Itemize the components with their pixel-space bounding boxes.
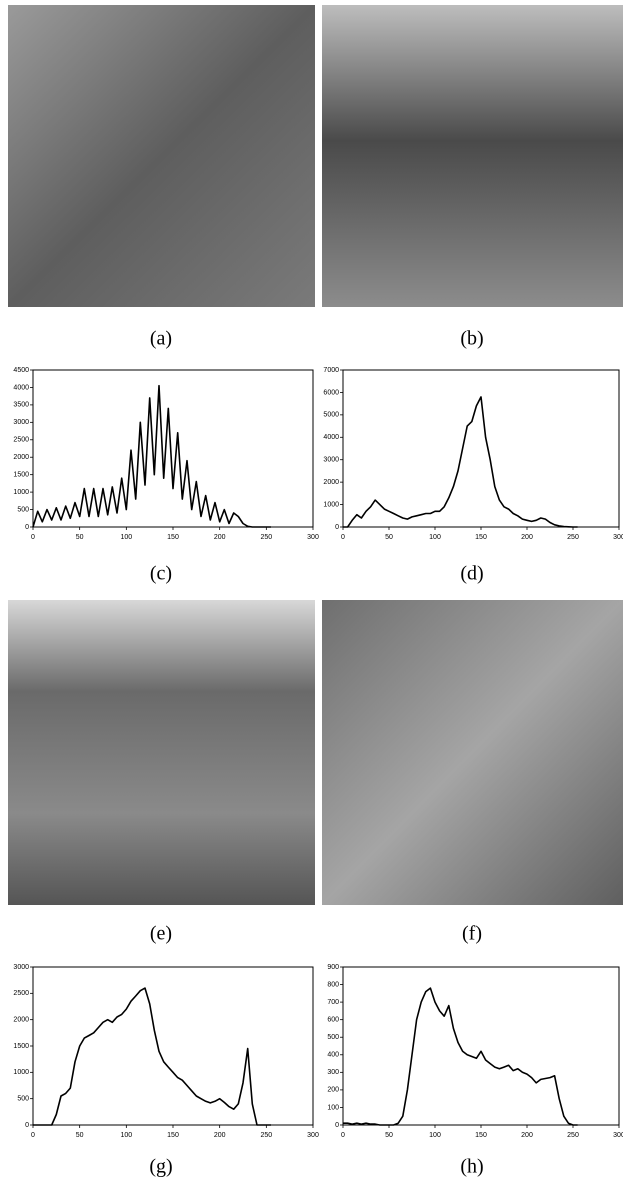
y-tick-label: 1000: [13, 1069, 29, 1076]
x-tick-label: 0: [341, 1132, 345, 1139]
x-tick-label: 150: [167, 534, 179, 541]
caption: (c): [150, 563, 172, 585]
plot-frame: [33, 967, 313, 1125]
x-tick-label: 50: [385, 1132, 393, 1139]
y-tick-label: 0: [25, 524, 29, 531]
caption: (f): [462, 923, 482, 945]
caption: (h): [460, 1156, 483, 1178]
x-tick-label: 100: [429, 1132, 441, 1139]
histogram-line: [343, 397, 578, 527]
y-tick-label: 400: [327, 1052, 339, 1059]
y-tick-label: 200: [327, 1087, 339, 1094]
x-tick-label: 0: [31, 1132, 35, 1139]
y-tick-label: 0: [25, 1122, 29, 1129]
histogram-line: [33, 988, 271, 1125]
x-tick-label: 200: [521, 1132, 533, 1139]
x-tick-label: 200: [214, 1132, 226, 1139]
y-tick-label: 4000: [323, 434, 339, 441]
figure: (a) (b) (e) (f) 050010001500200025003000…: [0, 0, 623, 1189]
x-tick-label: 300: [307, 1132, 319, 1139]
histogram-line: [343, 988, 578, 1125]
x-tick-label: 200: [521, 534, 533, 541]
x-tick-label: 250: [260, 1132, 272, 1139]
y-tick-label: 500: [17, 1096, 29, 1103]
page: (a) (b) (e) (f) 050010001500200025003000…: [0, 0, 623, 1189]
y-tick-label: 2000: [13, 1017, 29, 1024]
photo: [322, 5, 623, 307]
x-tick-label: 50: [76, 1132, 84, 1139]
y-tick-label: 600: [327, 1017, 339, 1024]
y-tick-label: 900: [327, 964, 339, 971]
y-tick-label: 2000: [323, 479, 339, 486]
y-tick-label: 4000: [13, 384, 29, 391]
caption: (e): [150, 923, 172, 945]
y-tick-label: 1000: [323, 501, 339, 508]
y-tick-label: 3000: [323, 457, 339, 464]
y-tick-label: 500: [327, 1034, 339, 1041]
plot-frame: [343, 370, 619, 527]
y-tick-label: 3000: [13, 419, 29, 426]
x-tick-label: 0: [31, 534, 35, 541]
x-tick-label: 250: [260, 534, 272, 541]
x-tick-label: 300: [613, 534, 623, 541]
y-tick-label: 0: [335, 1122, 339, 1129]
photo: [8, 5, 315, 307]
y-tick-label: 1000: [13, 489, 29, 496]
x-tick-label: 50: [385, 534, 393, 541]
x-tick-label: 200: [214, 534, 226, 541]
y-tick-label: 2000: [13, 454, 29, 461]
x-tick-label: 100: [429, 534, 441, 541]
x-tick-label: 150: [167, 1132, 179, 1139]
y-tick-label: 3000: [13, 964, 29, 971]
y-tick-label: 100: [327, 1104, 339, 1111]
x-tick-label: 100: [120, 1132, 132, 1139]
y-tick-label: 300: [327, 1069, 339, 1076]
caption: (d): [460, 563, 483, 585]
y-tick-label: 2500: [13, 990, 29, 997]
photo: [8, 600, 315, 905]
x-tick-label: 100: [120, 534, 132, 541]
y-tick-label: 700: [327, 999, 339, 1006]
caption: (a): [150, 328, 172, 350]
x-tick-label: 250: [567, 534, 579, 541]
y-tick-label: 800: [327, 981, 339, 988]
y-tick-label: 5000: [323, 412, 339, 419]
y-tick-label: 7000: [323, 367, 339, 374]
y-tick-label: 4500: [13, 367, 29, 374]
x-tick-label: 300: [307, 534, 319, 541]
caption: (g): [149, 1156, 172, 1178]
y-tick-label: 1500: [13, 1043, 29, 1050]
histogram-line: [33, 386, 271, 527]
plot-frame: [343, 967, 619, 1125]
y-tick-label: 1500: [13, 472, 29, 479]
photo: [322, 600, 623, 905]
x-tick-label: 0: [341, 534, 345, 541]
x-tick-label: 250: [567, 1132, 579, 1139]
y-tick-label: 0: [335, 524, 339, 531]
caption: (b): [460, 328, 483, 350]
y-tick-label: 2500: [13, 437, 29, 444]
y-tick-label: 500: [17, 506, 29, 513]
x-tick-label: 300: [613, 1132, 623, 1139]
y-tick-label: 3500: [13, 402, 29, 409]
x-tick-label: 150: [475, 534, 487, 541]
x-tick-label: 50: [76, 534, 84, 541]
x-tick-label: 150: [475, 1132, 487, 1139]
y-tick-label: 6000: [323, 389, 339, 396]
